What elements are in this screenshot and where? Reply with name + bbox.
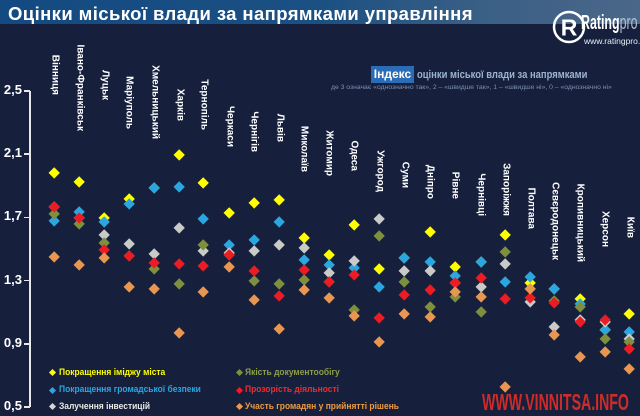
svg-text:R: R — [561, 15, 578, 41]
